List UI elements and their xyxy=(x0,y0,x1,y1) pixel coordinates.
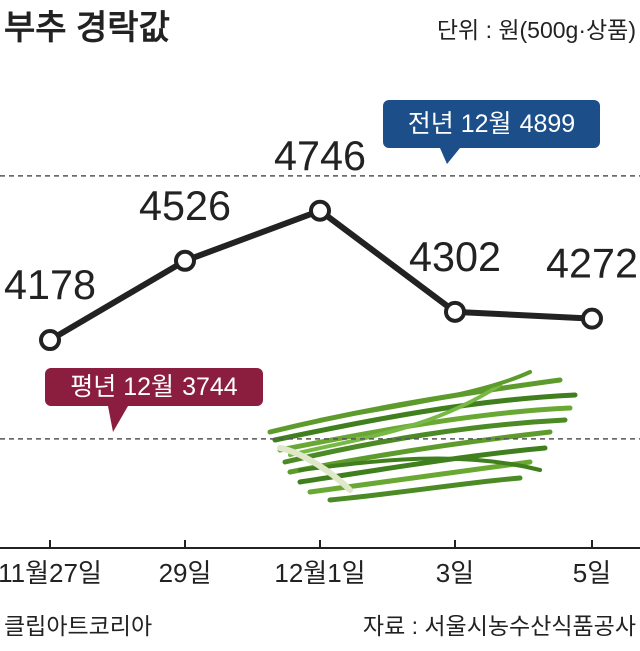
callout-name: 전년 12월 xyxy=(408,110,512,138)
callout-box xyxy=(383,100,600,148)
data-point xyxy=(444,300,466,323)
data-label: 4526 xyxy=(139,182,231,229)
data-label: 4302 xyxy=(409,233,501,280)
callout-value: 3744 xyxy=(182,373,238,401)
x-tick-label: 3일 xyxy=(436,558,474,588)
data-point xyxy=(39,329,61,352)
x-tick-label: 5일 xyxy=(573,558,611,588)
data-label: 4272 xyxy=(546,240,638,287)
data-point xyxy=(581,307,603,330)
chives-illustration xyxy=(267,370,578,503)
credit: 클립아트코리아 xyxy=(4,613,152,639)
chart-title: 부추 경락값 xyxy=(4,9,170,47)
callout-name: 평년 12월 xyxy=(70,373,174,401)
callout-box xyxy=(45,368,263,406)
callout-label: 전년 12월 4899 xyxy=(408,110,575,138)
x-tick-label: 29일 xyxy=(159,558,212,588)
data-point xyxy=(309,199,331,222)
callout-pointer xyxy=(108,406,128,432)
x-tick-label: 11월27일 xyxy=(0,558,102,588)
callout-label: 평년 12월 3744 xyxy=(70,373,237,401)
callout-pointer xyxy=(440,148,460,164)
data-point xyxy=(174,249,196,272)
data-label: 4746 xyxy=(274,132,366,179)
source: 자료 : 서울시농수산식품공사 xyxy=(363,613,636,639)
data-label: 4178 xyxy=(4,261,96,308)
x-tick-label: 12월1일 xyxy=(274,558,365,588)
callout-value: 4899 xyxy=(520,110,576,138)
unit-note: 단위 : 원(500g·상품) xyxy=(437,17,636,43)
data-line xyxy=(48,207,593,343)
